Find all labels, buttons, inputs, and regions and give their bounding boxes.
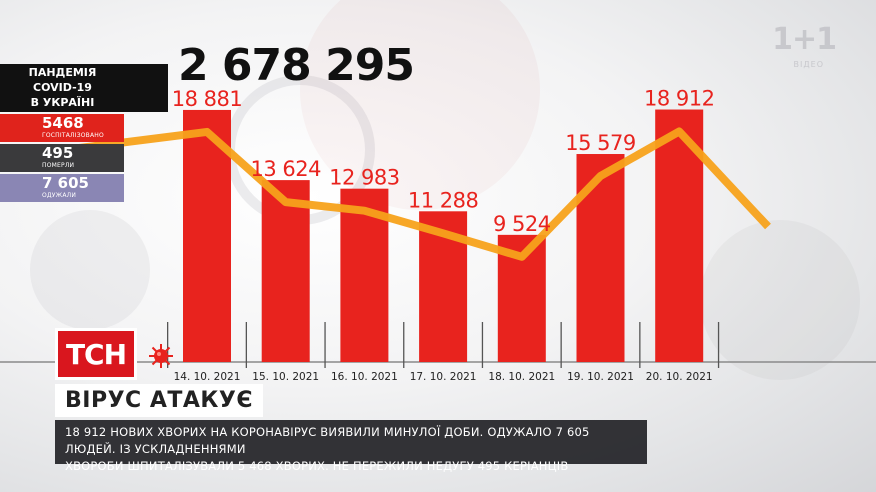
stat-recovered-value: 7 605 (42, 174, 89, 192)
channel-watermark-sub: ВІДЕО (793, 60, 824, 69)
stats-title-line-3: В УКРАЇНІ (30, 96, 95, 109)
x-tick-label-1: 14. 10. 2021 (174, 371, 241, 383)
virus-icon (149, 344, 173, 368)
data-label-3: 12 983 (329, 166, 399, 190)
tsn-logo-text: ТСН (65, 337, 127, 371)
data-label-1: 18 881 (172, 87, 242, 111)
x-tick-label-6: 19. 10. 2021 (567, 371, 634, 383)
stats-title-line-2: COVID-19 (33, 81, 92, 94)
x-tick-label-4: 17. 10. 2021 (410, 371, 477, 383)
stats-title: ПАНДЕМІЯ COVID-19 В УКРАЇНІ (0, 64, 168, 112)
bar-6 (576, 154, 625, 362)
stat-recovered-label: ОДУЖАЛИ (42, 192, 77, 199)
x-tick-label-3: 16. 10. 2021 (331, 371, 398, 383)
bar-1 (183, 109, 231, 362)
stat-died: 495 ПОМЕРЛИ (0, 144, 124, 172)
news-ticker: 18 912 нових хворих на коронавірус вияви… (55, 420, 647, 473)
data-label-2: 13 624 (250, 157, 321, 181)
stat-hospitalized: 5468 ГОСПІТАЛІЗОВАНО (0, 114, 124, 142)
channel-watermark-logo: 1+1 (772, 22, 837, 57)
x-tick-label-2: 15. 10. 2021 (252, 371, 319, 383)
data-label-6: 15 579 (565, 131, 635, 155)
x-tick-label-5: 18. 10. 2021 (488, 371, 555, 383)
stat-recovered: 7 605 ОДУЖАЛИ (0, 174, 124, 202)
bar-2 (261, 180, 310, 362)
data-label-7: 18 912 (644, 87, 714, 111)
stats-panel: ПАНДЕМІЯ COVID-19 В УКРАЇНІ 5468 ГОСПІТА… (0, 64, 168, 202)
stat-hospitalized-value: 5468 (42, 114, 84, 132)
ticker-line-1: 18 912 нових хворих на коронавірус вияви… (65, 425, 590, 456)
trend-line (0, 127, 771, 261)
data-label-5: 9 524 (493, 212, 551, 236)
tsn-logo: ТСН (55, 328, 137, 380)
x-tick-label-7: 20. 10. 2021 (646, 371, 713, 383)
total-cases: 2 678 295 (178, 40, 415, 91)
data-label-4: 11 288 (408, 188, 478, 212)
stat-died-label: ПОМЕРЛИ (42, 162, 75, 169)
stat-died-value: 495 (42, 144, 74, 162)
stats-title-line-1: ПАНДЕМІЯ (28, 66, 97, 79)
headline: ВІРУС АТАКУЄ (55, 384, 263, 417)
stat-hospitalized-label: ГОСПІТАЛІЗОВАНО (42, 132, 104, 139)
ticker-line-2: хвороби шпиталізували 5 468 хворих. Не п… (65, 459, 569, 473)
